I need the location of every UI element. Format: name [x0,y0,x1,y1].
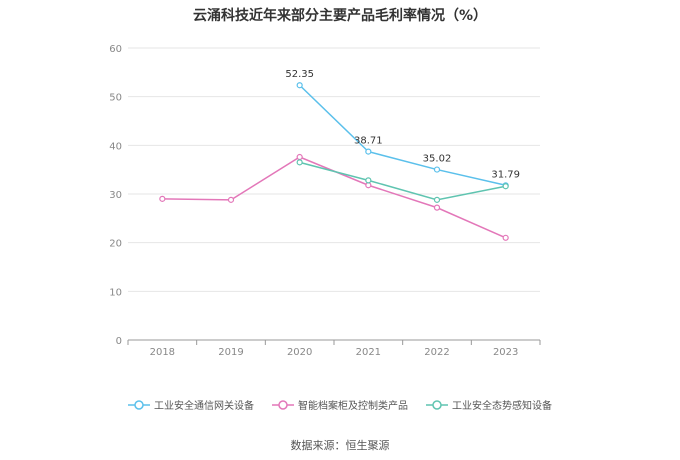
x-tick-label: 2019 [218,347,243,358]
data-label: 52.35 [285,69,314,80]
legend-swatch-icon [272,399,294,410]
y-tick-label: 40 [109,141,122,152]
data-point [296,159,303,166]
y-tick-label: 20 [109,239,122,250]
data-point [365,148,372,155]
data-point [296,82,303,89]
legend-label: 智能档案柜及控制类产品 [298,401,408,412]
data-point [365,177,372,184]
legend-swatch-icon [426,399,448,410]
data-labels: 52.35 38.71 35.02 31.79 [285,69,520,180]
legend-label: 工业安全通信网关设备 [154,401,254,412]
y-tick-label: 50 [109,93,122,104]
y-tick-label: 10 [109,287,122,298]
y-tick-label: 0 [116,336,122,347]
series-line [299,161,506,201]
data-point [502,183,509,190]
series-line [162,156,506,239]
data-label: 38.71 [354,136,383,147]
legend-swatch-icon [128,399,150,410]
x-tick-label: 2022 [424,347,449,358]
y-tick-label: 60 [109,44,122,55]
x-tick-label: 2021 [356,347,381,358]
legend: 工业安全通信网关设备 智能档案柜及控制类产品 工业安全态势感知设备 [0,397,680,412]
legend-item[interactable]: 智能档案柜及控制类产品 [272,397,408,412]
data-point [227,196,235,203]
data-point [502,234,509,241]
data-point [433,204,441,211]
chart-title: 云涌科技近年来部分主要产品毛利率情况（%） [192,8,488,24]
data-source-note: 数据来源：恒生聚源 [290,439,390,452]
data-point [159,195,166,202]
grid-lines [128,47,540,292]
x-tick-label: 2018 [150,347,175,358]
series-line [299,84,506,187]
data-point [433,166,441,173]
data-point [365,182,372,189]
legend-label: 工业安全态势感知设备 [452,401,552,412]
data-label: 35.02 [423,154,452,165]
series-lines [159,82,509,241]
legend-item[interactable]: 工业安全态势感知设备 [426,397,552,412]
data-point [433,196,441,203]
x-tick-label: 2020 [287,347,312,358]
legend-item[interactable]: 工业安全通信网关设备 [128,397,254,412]
data-label: 31.79 [491,169,520,180]
y-tick-label: 30 [109,190,122,201]
axes: 0 10 20 30 40 50 60 2018 2019 2020 2021 2022 2023 [109,44,541,358]
data-point [296,153,303,161]
x-tick-label: 2023 [493,347,518,358]
